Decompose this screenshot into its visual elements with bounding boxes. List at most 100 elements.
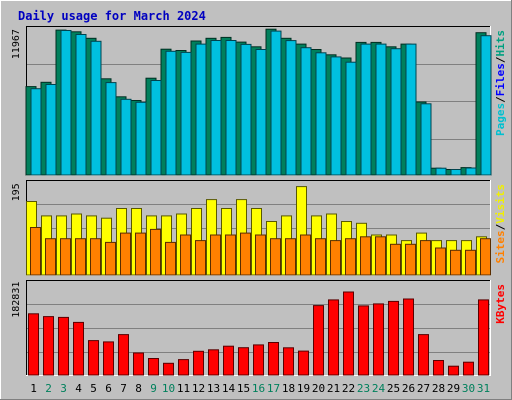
series-kbytes <box>28 291 489 376</box>
kbytes-bar <box>403 298 414 376</box>
hits-legend: Pages/Files/Hits <box>494 30 507 136</box>
files-bar <box>30 88 42 176</box>
day-label: 28 <box>432 382 445 395</box>
files-bar <box>90 40 102 176</box>
kbytes-bar <box>73 321 84 376</box>
day-label: 14 <box>222 382 236 395</box>
kbytes-bar <box>223 345 234 376</box>
sites-bar <box>330 240 341 276</box>
day-label: 8 <box>135 382 142 395</box>
files-bar <box>420 103 432 176</box>
sites-bar <box>270 238 281 276</box>
kbytes-bar <box>88 340 99 376</box>
visits-y-max-label: 195 <box>11 183 22 201</box>
panel-hits: 11967 Pages/Files/Hits <box>11 26 507 176</box>
kbytes-bar <box>208 349 219 376</box>
files-bar <box>345 61 357 176</box>
sites-bar <box>75 238 86 276</box>
day-label: 27 <box>417 382 430 395</box>
kbytes-bar <box>418 334 429 376</box>
day-label: 24 <box>372 382 386 395</box>
day-label: 9 <box>150 382 157 395</box>
day-label: 7 <box>120 382 127 395</box>
panel-kbytes: 182831 KBytes <box>11 280 507 376</box>
files-bar <box>210 40 222 176</box>
sites-bar <box>135 232 146 276</box>
files-bar <box>225 40 237 176</box>
chart-title: Daily usage for March 2024 <box>18 9 206 23</box>
kbytes-bar <box>373 303 384 376</box>
kbytes-bar <box>448 365 459 376</box>
legend-entry-files: Files <box>494 63 507 96</box>
files-bar <box>240 43 252 176</box>
chart-panels: 11967 Pages/Files/Hits 195 Sites / Visits 1828… <box>11 26 507 376</box>
kbytes-bar <box>43 316 54 376</box>
legend-entry-sites: Sites <box>494 230 507 263</box>
sites-bar <box>420 240 431 276</box>
sites-bar <box>225 234 236 276</box>
sites-bar <box>390 243 401 276</box>
sites-bar <box>405 243 416 276</box>
kbytes-bar <box>178 359 189 376</box>
sites-bar <box>255 234 266 276</box>
day-label: 26 <box>402 382 415 395</box>
day-label: 21 <box>327 382 340 395</box>
sites-bar <box>315 238 326 276</box>
files-bar <box>60 30 72 176</box>
hits-y-max-label: 11967 <box>11 29 22 59</box>
files-bar <box>390 48 402 176</box>
sites-bar <box>360 236 371 276</box>
kbytes-bar <box>28 313 39 376</box>
files-bar <box>330 56 342 176</box>
kbytes-bar <box>358 305 369 376</box>
day-label: 5 <box>90 382 97 395</box>
day-label: 31 <box>477 382 490 395</box>
sites-bar <box>435 247 446 276</box>
legend-entry-kbytes: KBytes <box>494 284 507 324</box>
files-bar <box>450 169 462 176</box>
day-label: 29 <box>447 382 460 395</box>
files-bar <box>75 34 87 176</box>
sites-bar <box>450 249 461 276</box>
files-bar <box>165 50 177 176</box>
kbytes-bar <box>163 362 174 376</box>
day-label: 17 <box>267 382 280 395</box>
sites-bar <box>480 238 491 276</box>
files-bar <box>315 52 327 176</box>
kbytes-bar <box>298 350 309 376</box>
files-bar <box>300 47 312 176</box>
kbytes-bar <box>58 316 69 376</box>
kbytes-legend: KBytes <box>494 284 507 324</box>
day-label: 22 <box>342 382 355 395</box>
kbytes-bar <box>193 350 204 376</box>
sites-bar <box>165 241 176 276</box>
files-bar <box>195 43 207 176</box>
kbytes-y-max-label: 182831 <box>11 282 22 318</box>
day-label: 10 <box>162 382 175 395</box>
day-label: 25 <box>387 382 400 395</box>
files-bar <box>405 43 417 176</box>
kbytes-bar <box>388 300 399 376</box>
day-label: 19 <box>297 382 310 395</box>
sites-bar <box>240 232 251 276</box>
legend-entry-visits: Visits <box>494 184 507 224</box>
sites-bar <box>45 238 56 276</box>
day-label: 3 <box>60 382 67 395</box>
legend-separator: / <box>494 56 507 63</box>
files-bar <box>435 167 447 176</box>
files-bar <box>480 35 492 176</box>
sites-bar <box>465 249 476 276</box>
files-bar <box>255 49 267 176</box>
day-label: 11 <box>177 382 190 395</box>
legend-separator: / <box>494 96 507 103</box>
sites-bar <box>210 234 221 276</box>
sites-bar <box>195 240 206 276</box>
day-label: 23 <box>357 382 370 395</box>
sites-bar <box>345 238 356 276</box>
kbytes-bar <box>268 342 279 376</box>
series-sites <box>30 227 491 276</box>
kbytes-bar <box>463 361 474 376</box>
kbytes-bar <box>238 347 249 376</box>
legend-entry-hits: Hits <box>494 30 507 57</box>
